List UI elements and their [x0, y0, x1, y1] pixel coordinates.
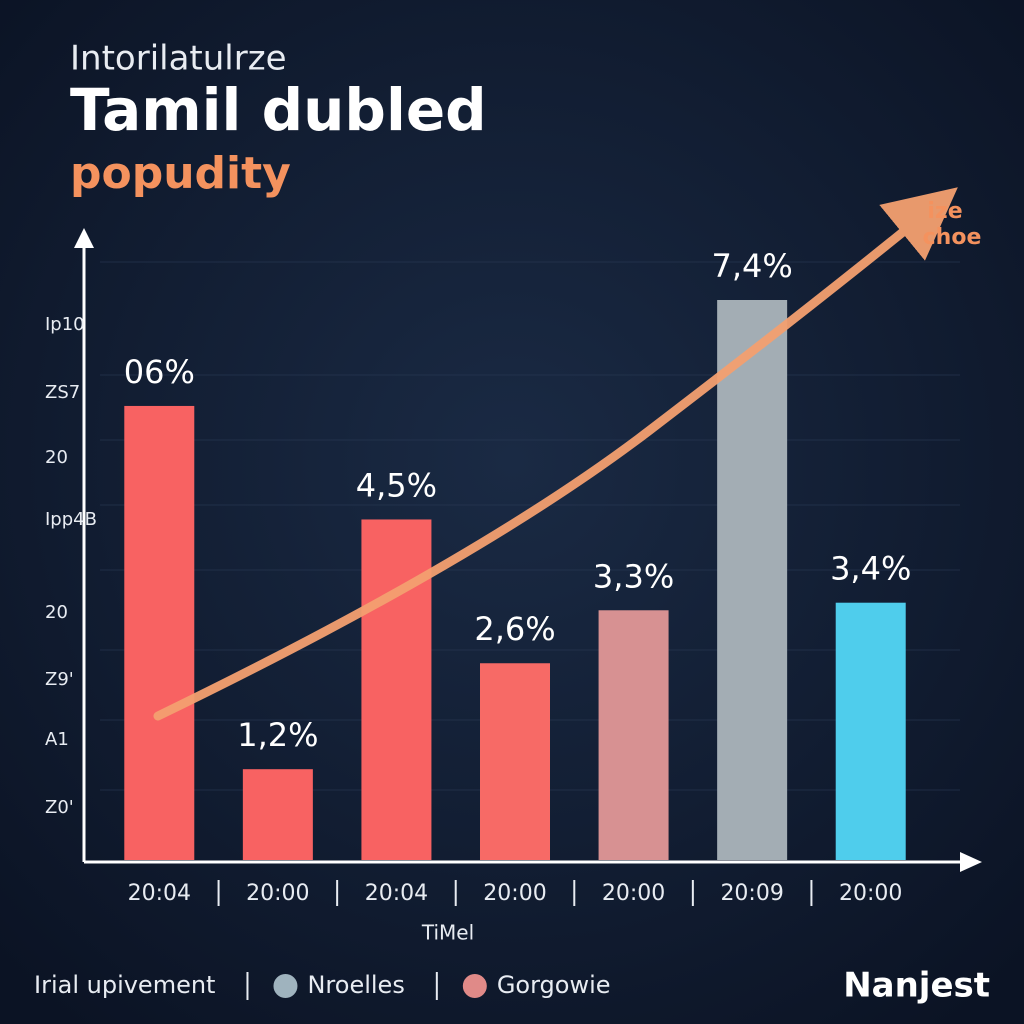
legend: Irial upivement Nroelles Gorgowie: [34, 971, 611, 1000]
bar: [361, 519, 432, 860]
x-tick-label: 20:00: [839, 881, 902, 906]
x-axis-label: TiMel: [421, 921, 474, 945]
supertitle: Intorilatulrze: [70, 39, 286, 79]
legend-marker: [462, 974, 487, 998]
value-label: 7,4%: [711, 247, 792, 285]
y-axis-label: Z9': [45, 669, 74, 690]
legend-label: Irial upivement: [34, 971, 215, 999]
legend-marker: [273, 974, 298, 998]
y-axis-label: A1: [45, 729, 69, 750]
x-tick-label: 20:00: [483, 881, 546, 906]
chart-subtitle: popudity: [70, 148, 291, 199]
y-axis-label: Ipp4B: [45, 509, 97, 530]
y-axis-arrow: [74, 228, 94, 248]
y-axis-label: ZS7: [45, 382, 80, 403]
bar: [242, 769, 313, 860]
legend-label: Nroelles: [307, 971, 404, 999]
bars: 06% 1,2% 4,5% 2,6% 3,3% 7,4% 3,4%: [124, 247, 911, 860]
bar: [835, 602, 906, 860]
annotation: choe: [923, 225, 982, 250]
bar: [480, 663, 550, 860]
y-axis-label: Z0': [45, 797, 74, 818]
x-tick-label: 20:09: [720, 881, 783, 906]
legend-label: Gorgowie: [497, 971, 611, 999]
chart-title: Tamil dubled: [70, 76, 487, 144]
bar: [717, 300, 788, 860]
x-tick-label: 20:04: [128, 881, 191, 906]
value-label: 3,4%: [830, 550, 911, 588]
x-tick-label: 20:00: [602, 881, 665, 906]
annotation: ize: [927, 199, 962, 224]
x-tick-label: 20:00: [246, 881, 309, 906]
bar: [598, 610, 669, 860]
value-label: 4,5%: [356, 466, 437, 504]
value-label: 06%: [124, 353, 195, 391]
value-label: 1,2%: [237, 716, 318, 754]
y-axis-label: 20: [45, 602, 68, 623]
value-label: 3,3%: [593, 557, 674, 595]
x-axis-arrow: [960, 852, 982, 872]
y-axis-label: Ip10: [45, 314, 85, 335]
x-tick-label: 20:04: [365, 881, 428, 906]
bar: [124, 405, 195, 860]
brand: Nanjest: [843, 966, 990, 1006]
trend-arrow: [153, 187, 958, 721]
y-axis-label: 20: [45, 447, 68, 468]
value-label: 2,6%: [474, 610, 555, 648]
